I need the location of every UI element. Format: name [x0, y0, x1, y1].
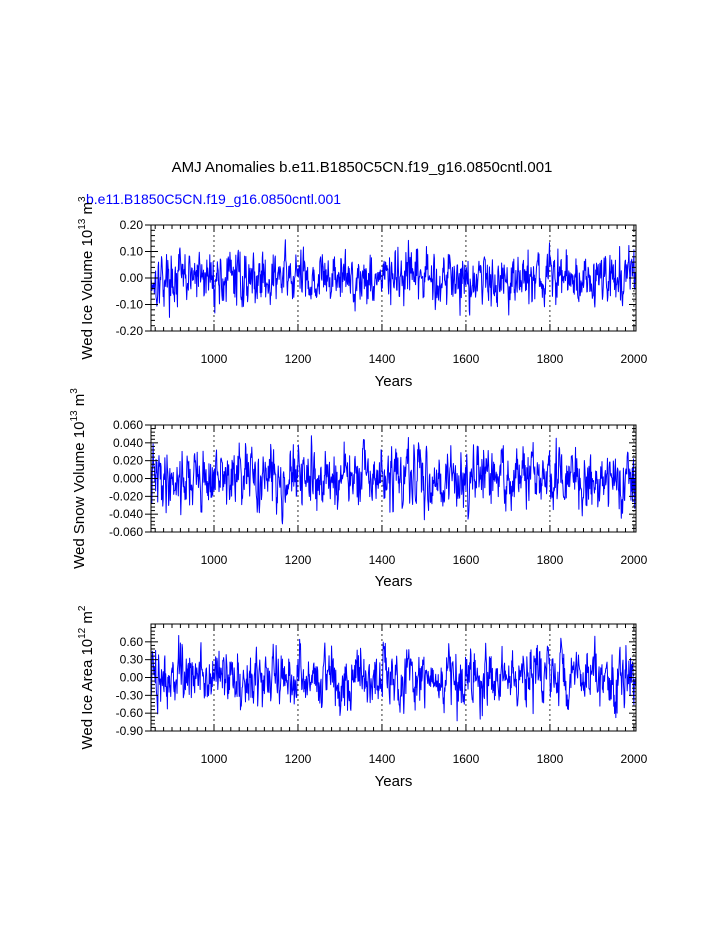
x-tick-label: 1200 [285, 352, 312, 366]
series-line-wed-snow-volume [150, 435, 637, 525]
y-tick-label: 0.00 [120, 271, 144, 285]
x-tick-label: 1600 [453, 352, 480, 366]
y-tick-label: -0.020 [109, 489, 143, 503]
y-tick-label: -0.040 [109, 507, 143, 521]
y-tick-label: 0.020 [113, 454, 143, 468]
panel-ice-volume: 0.20 0.10 0.00 -0.10 -0.20 1000 1200 1400 1600 18… [77, 196, 648, 390]
panel-ice-area: 0.60 0.30 0.00 -0.30 -0.60 -0.90 1000 1200 1400 1… [77, 605, 648, 790]
x-tick-label: 1400 [369, 752, 396, 766]
y-tick-label: 0.10 [120, 245, 144, 259]
y-tick-label: 0.000 [113, 472, 143, 486]
x-tick-label: 2000 [621, 553, 648, 567]
series-line-wed-ice-area [150, 634, 637, 722]
x-tick-label: 1200 [285, 553, 312, 567]
x-tick-label: 1800 [537, 352, 564, 366]
y-axis-label: Wed Ice Volume 1013 m3 [77, 196, 96, 360]
x-tick-label: 1400 [369, 352, 396, 366]
x-axis-label: Years [375, 373, 413, 390]
y-tick-label: -0.060 [109, 525, 143, 539]
y-tick-label: 0.040 [113, 436, 143, 450]
x-axis-label: Years [375, 773, 413, 790]
y-tick-label: -0.90 [116, 724, 144, 738]
figure-subtitle: b.e11.B1850C5CN.f19_g16.0850cntl.001 [86, 191, 341, 207]
series-line-wed-ice-volume [150, 239, 637, 318]
y-tick-label: 0.60 [120, 635, 144, 649]
x-tick-label: 1400 [369, 553, 396, 567]
x-tick-label: 1600 [453, 752, 480, 766]
y-axis-label: Wed Ice Area 1012 m2 [77, 605, 96, 749]
x-axis-label: Years [375, 573, 413, 590]
x-tick-label: 1000 [201, 352, 228, 366]
y-tick-label: 0.30 [120, 653, 144, 667]
y-axis-label: Wed Snow Volume 1013 m3 [69, 388, 88, 569]
y-tick-label: 0.00 [120, 671, 144, 685]
panel-snow-volume: 0.060 0.040 0.020 0.000 -0.020 -0.040 -0.060 10… [69, 388, 648, 590]
y-tick-label: -0.30 [116, 688, 144, 702]
figure-title: AMJ Anomalies b.e11.B1850C5CN.f19_g16.08… [172, 159, 553, 176]
y-tick-label: 0.060 [113, 418, 143, 432]
x-tick-label: 1800 [537, 752, 564, 766]
y-tick-label: -0.20 [116, 324, 144, 338]
x-tick-label: 2000 [621, 352, 648, 366]
y-tick-label: -0.10 [116, 298, 144, 312]
x-tick-label: 1600 [453, 553, 480, 567]
x-tick-label: 1000 [201, 752, 228, 766]
x-tick-label: 2000 [621, 752, 648, 766]
y-tick-label: -0.60 [116, 706, 144, 720]
x-tick-label: 1800 [537, 553, 564, 567]
x-tick-label: 1000 [201, 553, 228, 567]
y-tick-label: 0.20 [120, 218, 144, 232]
x-tick-label: 1200 [285, 752, 312, 766]
